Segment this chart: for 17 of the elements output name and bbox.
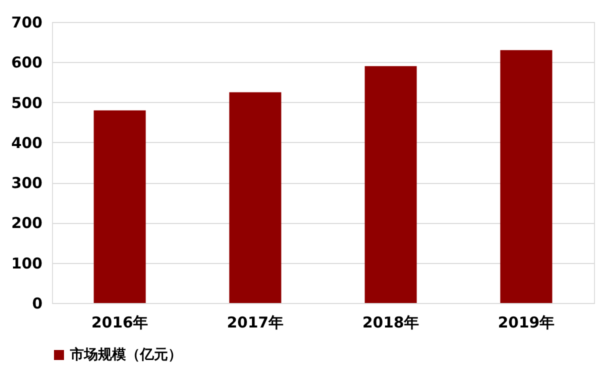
y-tick-label: 100	[11, 254, 42, 272]
bar	[500, 50, 552, 303]
y-tick-label: 0	[32, 294, 42, 312]
x-tick-label: 2017年	[226, 314, 284, 332]
y-tick-label: 600	[11, 54, 42, 72]
bar	[94, 110, 146, 303]
bar	[229, 92, 282, 303]
y-tick-label: 500	[11, 94, 42, 112]
y-tick-label: 400	[11, 134, 42, 152]
x-tick-label: 2018年	[362, 314, 420, 332]
legend-label: 市场规模（亿元）	[69, 346, 182, 363]
y-tick-label: 700	[11, 14, 42, 32]
bar	[364, 66, 417, 303]
x-tick-label: 2019年	[498, 314, 555, 332]
y-tick-label: 300	[11, 174, 42, 192]
x-tick-label: 2016年	[91, 314, 148, 332]
y-tick-label: 200	[11, 214, 42, 232]
